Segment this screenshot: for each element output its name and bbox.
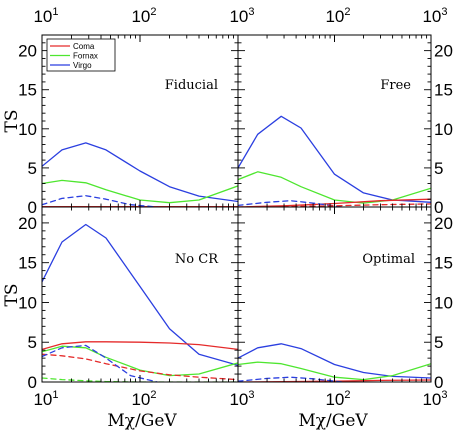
labels-group: 101 102 103 102 103 101 102 103 102 103 TS TS Mχ/GeV… bbox=[2, 6, 448, 431]
series-group bbox=[42, 142, 238, 207]
legend-label-coma: Coma bbox=[73, 42, 95, 51]
y-tick-label-left: 5 bbox=[28, 333, 37, 352]
series-line-fornax-solid bbox=[42, 345, 238, 377]
x-tick-label-bottom: 102 bbox=[325, 389, 350, 409]
y-tick-label-right: 0 bbox=[434, 373, 443, 392]
x-tick-label-top: 103 bbox=[422, 6, 447, 26]
panel-frame bbox=[237, 34, 432, 208]
series-group bbox=[238, 115, 431, 207]
y-tick-label-left: 20 bbox=[18, 42, 37, 61]
series-line-coma-dashed bbox=[42, 353, 238, 381]
series-line-virgo-solid bbox=[238, 115, 431, 203]
x-tick-label-bottom: 101 bbox=[33, 389, 58, 409]
series-line-fornax-solid bbox=[42, 179, 238, 204]
y-axis-label: TS bbox=[2, 284, 22, 307]
y-tick-label-left: 20 bbox=[18, 214, 37, 233]
series-line-virgo-dashed bbox=[238, 200, 343, 207]
panel-optimal: 0 5 10 15 20 Optimal bbox=[237, 206, 453, 392]
panel-label: Optimal bbox=[362, 252, 415, 267]
panel-label: Free bbox=[380, 78, 411, 93]
series-group bbox=[42, 223, 238, 382]
legend-label-virgo: Virgo bbox=[73, 61, 92, 70]
series-line-virgo-solid bbox=[42, 142, 238, 203]
y-tick-label-right: 20 bbox=[434, 214, 453, 233]
panel-label: Fiducial bbox=[165, 78, 218, 93]
y-tick-label-left: 15 bbox=[18, 254, 37, 273]
panel-frame bbox=[237, 206, 432, 383]
y-tick-label-left: 5 bbox=[28, 159, 37, 178]
y-tick-label-left: 10 bbox=[18, 120, 37, 139]
y-tick-label-right: 10 bbox=[434, 120, 453, 139]
series-line-fornax-solid bbox=[238, 171, 431, 204]
x-tick-label-bottom: 103 bbox=[422, 389, 447, 409]
y-tick-label-right: 20 bbox=[434, 42, 453, 61]
x-axis-label: Mχ/GeV bbox=[107, 411, 177, 431]
panel-free: 0 5 10 15 20 Free bbox=[237, 34, 453, 217]
series-line-virgo-solid bbox=[42, 223, 238, 366]
legend-label-fornax: Fornax bbox=[73, 52, 98, 61]
y-tick-label-left: 15 bbox=[18, 81, 37, 100]
series-line-fornax-solid bbox=[238, 361, 431, 381]
y-tick-label-left: 0 bbox=[28, 198, 37, 217]
series-line-virgo-dashed bbox=[238, 376, 343, 382]
y-tick-label-left: 10 bbox=[18, 293, 37, 312]
series-line-virgo-dashed bbox=[42, 195, 158, 207]
y-tick-label-left: 0 bbox=[28, 373, 37, 392]
x-tick-label-bottom: 103 bbox=[229, 389, 254, 409]
y-tick-label-right: 15 bbox=[434, 254, 453, 273]
y-tick-label-right: 0 bbox=[434, 198, 443, 217]
y-tick-label-right: 5 bbox=[434, 333, 443, 352]
y-tick-label-right: 10 bbox=[434, 293, 453, 312]
x-tick-label-top: 101 bbox=[33, 6, 58, 26]
x-tick-label-top: 102 bbox=[325, 6, 350, 26]
y-tick-label-right: 5 bbox=[434, 159, 443, 178]
panel-no-cr: 0 5 10 15 20 No CR bbox=[18, 206, 239, 392]
x-tick-label-bottom: 102 bbox=[131, 389, 156, 409]
x-axis-label: Mχ/GeV bbox=[298, 411, 368, 431]
series-line-virgo-dashed bbox=[42, 344, 158, 382]
x-tick-label-top: 102 bbox=[131, 6, 156, 26]
y-axis-label: TS bbox=[2, 110, 22, 133]
panel-label: No CR bbox=[175, 252, 219, 267]
panel-frame bbox=[41, 206, 239, 383]
series-line-coma-solid bbox=[42, 341, 238, 351]
x-tick-label-top: 103 bbox=[229, 6, 254, 26]
y-tick-label-right: 15 bbox=[434, 81, 453, 100]
